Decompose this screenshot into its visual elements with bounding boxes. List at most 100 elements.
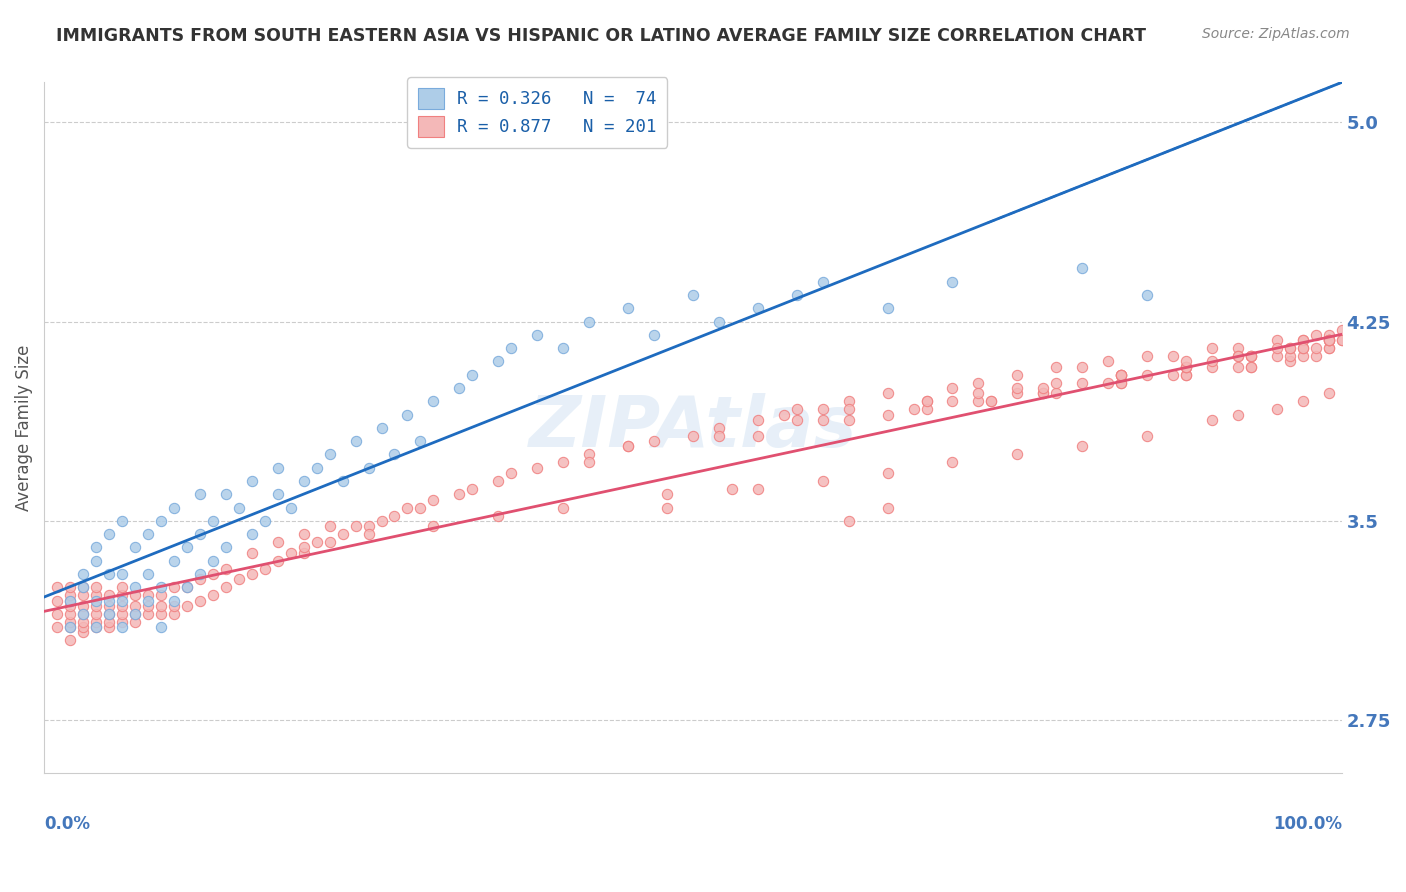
pink [1292, 394, 1315, 409]
blue [461, 368, 484, 382]
pink [1305, 341, 1327, 355]
pink [1097, 376, 1119, 390]
pink [967, 394, 990, 409]
pink [280, 546, 302, 560]
blue [176, 580, 198, 594]
pink [84, 615, 107, 629]
pink [124, 607, 146, 621]
pink [747, 482, 769, 496]
blue [305, 460, 328, 475]
pink [941, 381, 963, 395]
pink [1045, 386, 1067, 401]
pink [501, 466, 523, 480]
blue [72, 566, 94, 581]
blue [98, 607, 121, 621]
pink [72, 580, 94, 594]
pink [1032, 381, 1054, 395]
pink [1136, 349, 1159, 363]
pink [838, 402, 860, 417]
Text: IMMIGRANTS FROM SOUTH EASTERN ASIA VS HISPANIC OR LATINO AVERAGE FAMILY SIZE COR: IMMIGRANTS FROM SOUTH EASTERN ASIA VS HI… [56, 27, 1146, 45]
pink [1317, 341, 1340, 355]
pink [1240, 359, 1263, 374]
pink [1292, 333, 1315, 347]
pink [1175, 368, 1198, 382]
blue [811, 275, 834, 289]
pink [111, 588, 134, 602]
pink [772, 408, 794, 422]
pink [655, 487, 678, 501]
pink [1317, 341, 1340, 355]
pink [1201, 359, 1223, 374]
pink [1265, 402, 1288, 417]
pink [786, 402, 808, 417]
pink [215, 561, 238, 575]
pink [1045, 359, 1067, 374]
pink [1226, 349, 1249, 363]
pink [72, 607, 94, 621]
Text: Source: ZipAtlas.com: Source: ZipAtlas.com [1202, 27, 1350, 41]
blue [188, 527, 211, 541]
pink [486, 508, 509, 523]
pink [344, 519, 367, 533]
pink [1317, 333, 1340, 347]
pink [422, 519, 444, 533]
pink [876, 408, 898, 422]
pink [643, 434, 665, 449]
pink [1136, 429, 1159, 443]
pink [59, 607, 82, 621]
blue [253, 514, 276, 528]
pink [318, 535, 340, 549]
Y-axis label: Average Family Size: Average Family Size [15, 344, 32, 511]
pink [357, 527, 380, 541]
blue [1136, 288, 1159, 302]
pink [176, 580, 198, 594]
pink [84, 607, 107, 621]
blue [384, 447, 406, 461]
pink [1292, 349, 1315, 363]
pink [707, 429, 730, 443]
pink [721, 482, 744, 496]
pink [1007, 386, 1029, 401]
blue [617, 301, 640, 316]
pink [1317, 333, 1340, 347]
pink [655, 500, 678, 515]
pink [1240, 349, 1263, 363]
pink [240, 566, 263, 581]
pink [422, 492, 444, 507]
pink [903, 402, 925, 417]
pink [1265, 333, 1288, 347]
pink [59, 615, 82, 629]
blue [201, 554, 224, 568]
blue [409, 434, 432, 449]
pink [553, 500, 575, 515]
blue [357, 460, 380, 475]
pink [915, 394, 938, 409]
blue [84, 593, 107, 607]
blue [84, 554, 107, 568]
blue [188, 566, 211, 581]
pink [1292, 341, 1315, 355]
pink [1071, 359, 1094, 374]
pink [98, 588, 121, 602]
Text: 0.0%: 0.0% [44, 814, 90, 832]
blue [1071, 261, 1094, 276]
pink [811, 474, 834, 488]
pink [617, 439, 640, 453]
pink [578, 447, 600, 461]
blue [486, 354, 509, 368]
pink [332, 527, 354, 541]
pink [1175, 368, 1198, 382]
blue [643, 327, 665, 342]
pink [267, 535, 290, 549]
pink [1201, 354, 1223, 368]
pink [876, 386, 898, 401]
pink [176, 599, 198, 613]
pink [84, 580, 107, 594]
pink [124, 588, 146, 602]
pink [1032, 386, 1054, 401]
pink [188, 572, 211, 586]
pink [838, 394, 860, 409]
Legend: R = 0.326   N =  74, R = 0.877   N = 201: R = 0.326 N = 74, R = 0.877 N = 201 [408, 78, 668, 147]
pink [449, 487, 471, 501]
pink [1201, 341, 1223, 355]
